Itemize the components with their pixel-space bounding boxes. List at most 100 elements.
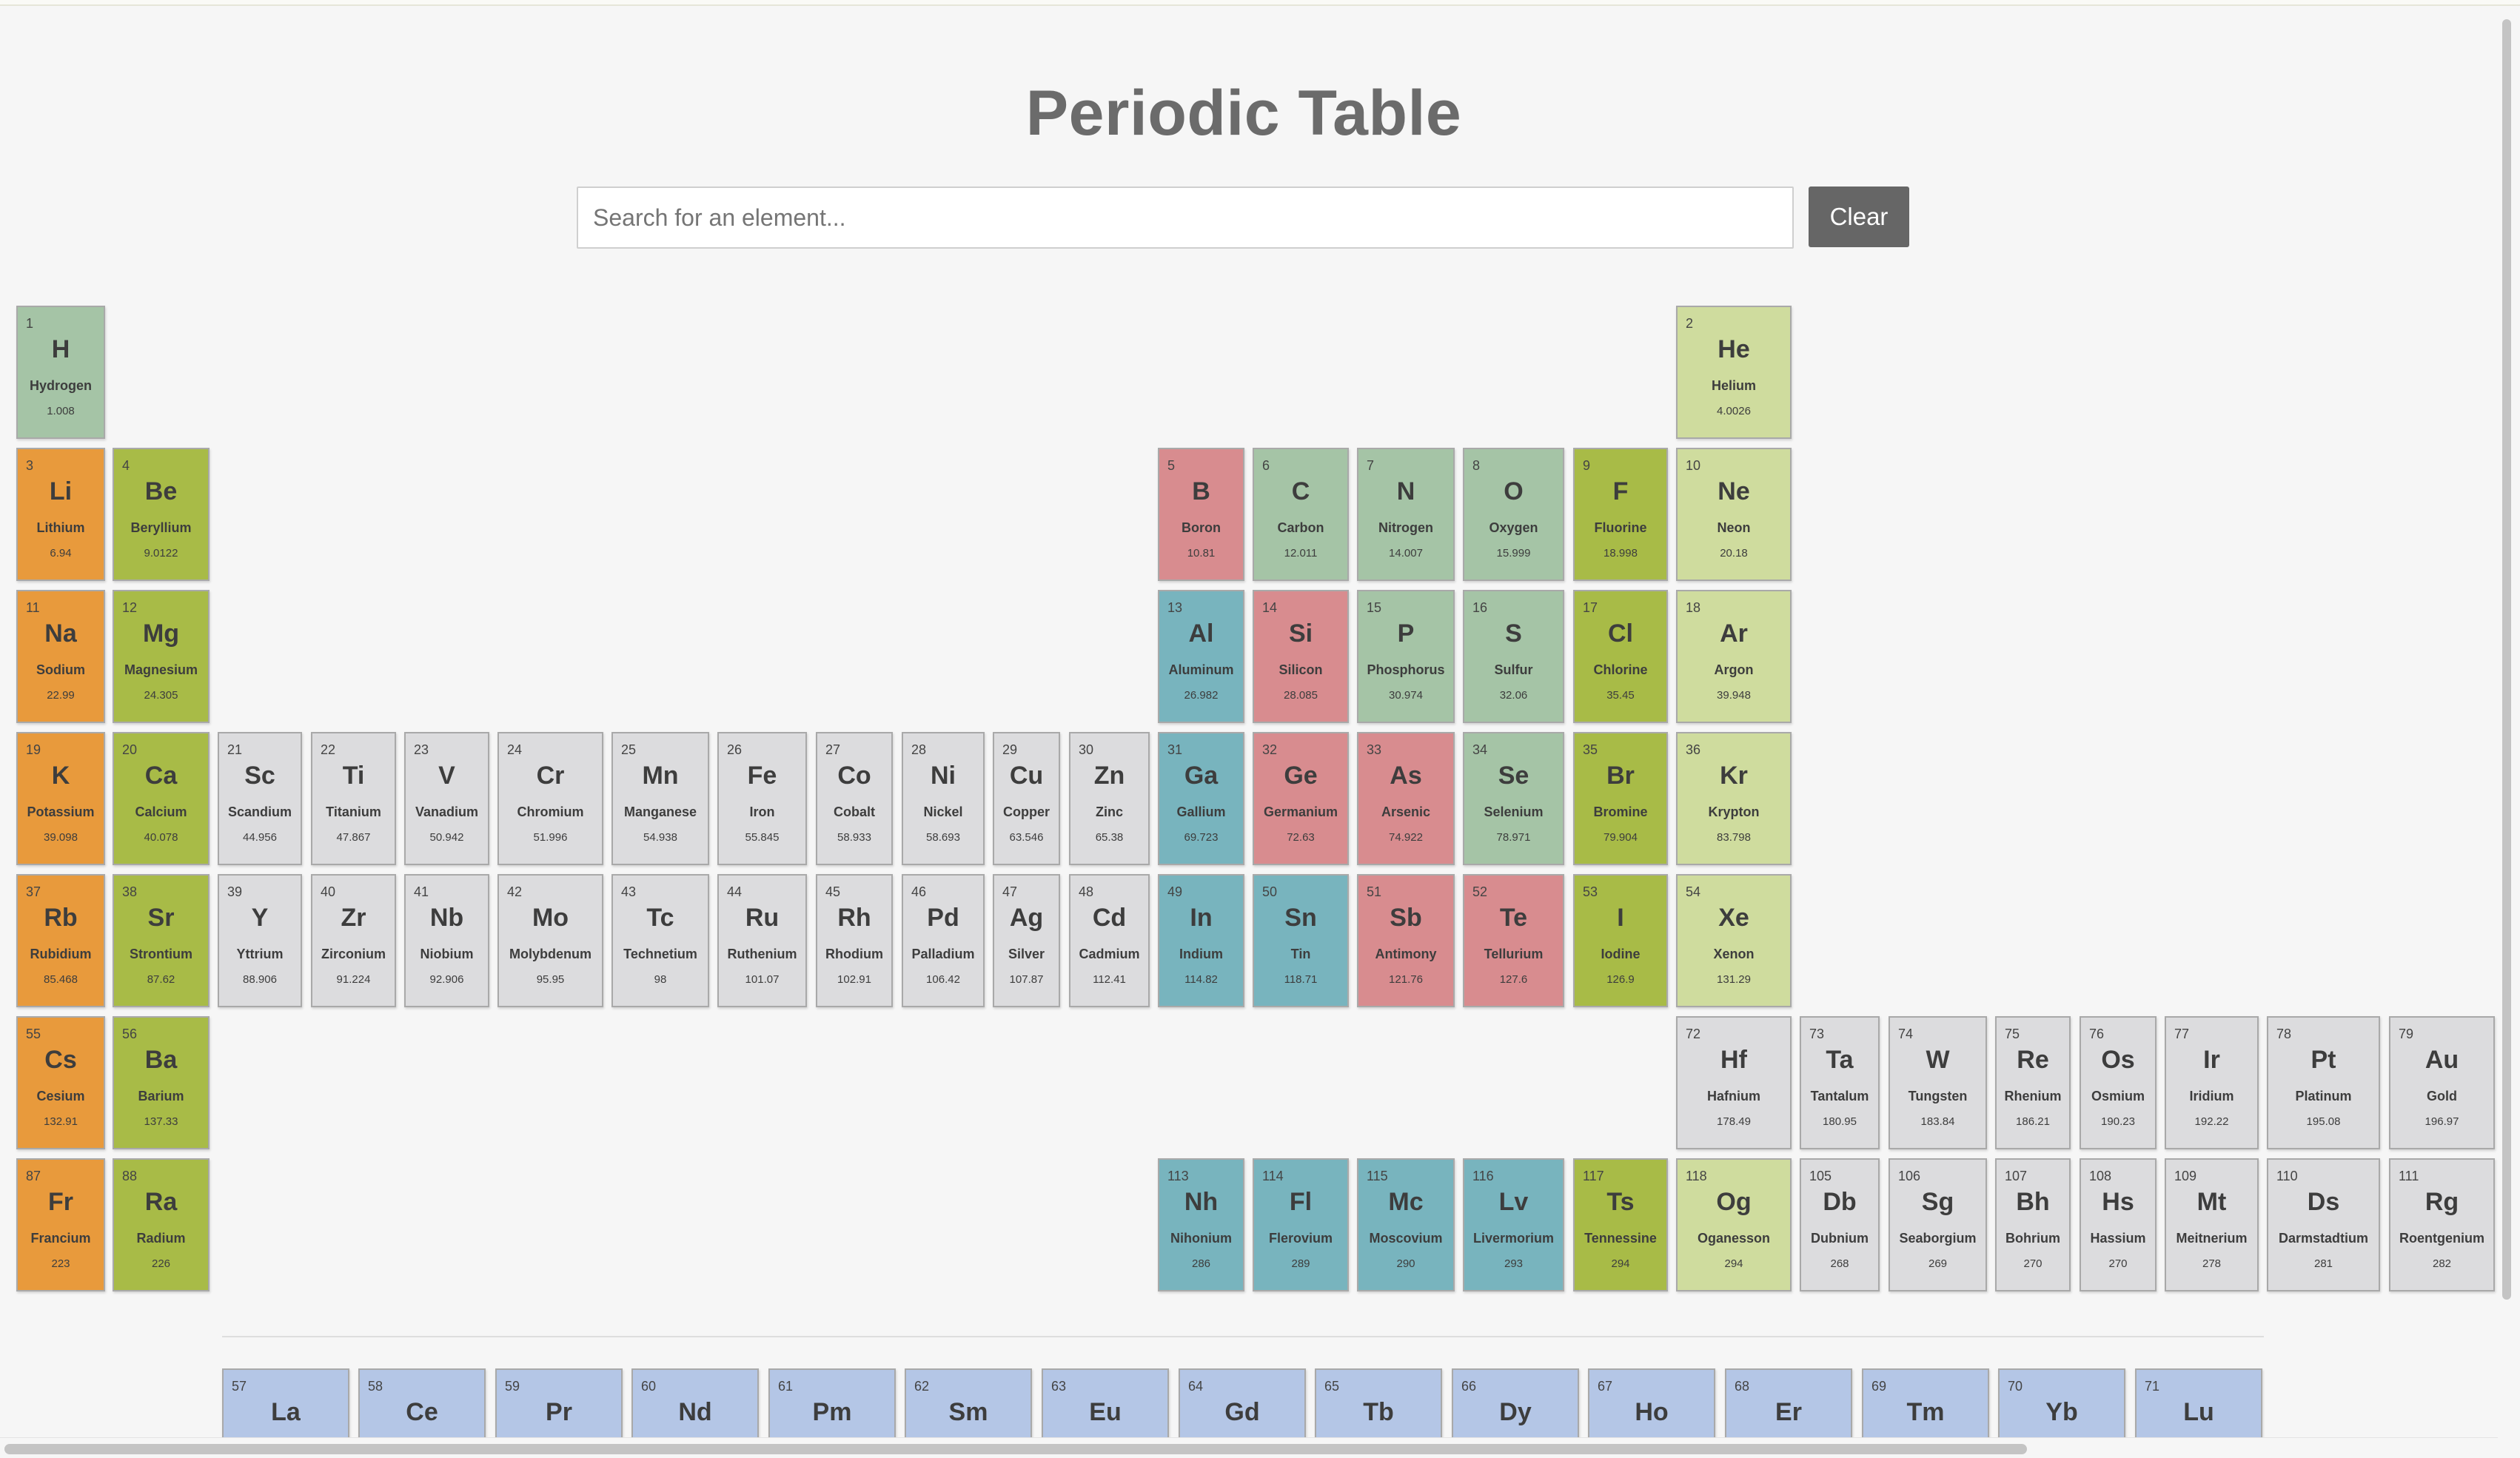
- element-tile-holmium[interactable]: 67HoHolmium: [1588, 1368, 1715, 1442]
- element-tile-argon[interactable]: 18 Ar Argon 39.948: [1676, 590, 1792, 723]
- element-tile-cesium[interactable]: 55 Cs Cesium 132.91: [16, 1016, 105, 1149]
- element-tile-nitrogen[interactable]: 7 N Nitrogen 14.007: [1357, 448, 1455, 581]
- horizontal-scrollbar-thumb[interactable]: [4, 1444, 2027, 1454]
- element-tile-flerovium[interactable]: 114 Fl Flerovium 289: [1253, 1158, 1349, 1291]
- vertical-scrollbar-thumb[interactable]: [2502, 19, 2511, 1300]
- element-tile-tennessine[interactable]: 117 Ts Tennessine 294: [1573, 1158, 1668, 1291]
- clear-button[interactable]: Clear: [1809, 187, 1909, 247]
- element-tile-aluminum[interactable]: 13 Al Aluminum 26.982: [1158, 590, 1244, 723]
- element-tile-strontium[interactable]: 38 Sr Strontium 87.62: [113, 874, 210, 1007]
- element-tile-yttrium[interactable]: 39 Y Yttrium 88.906: [218, 874, 302, 1007]
- element-tile-meitnerium[interactable]: 109 Mt Meitnerium 278: [2165, 1158, 2259, 1291]
- element-tile-promethium[interactable]: 61PmPromethium: [768, 1368, 896, 1442]
- element-tile-barium[interactable]: 56 Ba Barium 137.33: [113, 1016, 210, 1149]
- element-tile-ruthenium[interactable]: 44 Ru Ruthenium 101.07: [717, 874, 807, 1007]
- element-tile-roentgenium[interactable]: 111 Rg Roentgenium 282: [2389, 1158, 2495, 1291]
- element-tile-bohrium[interactable]: 107 Bh Bohrium 270: [1995, 1158, 2071, 1291]
- element-tile-gold[interactable]: 79 Au Gold 196.97: [2389, 1016, 2495, 1149]
- element-tile-chromium[interactable]: 24 Cr Chromium 51.996: [497, 732, 603, 865]
- element-tile-radium[interactable]: 88 Ra Radium 226: [113, 1158, 210, 1291]
- element-tile-osmium[interactable]: 76 Os Osmium 190.23: [2080, 1016, 2157, 1149]
- element-tile-carbon[interactable]: 6 C Carbon 12.011: [1253, 448, 1349, 581]
- element-tile-copper[interactable]: 29 Cu Copper 63.546: [993, 732, 1060, 865]
- element-tile-rhodium[interactable]: 45 Rh Rhodium 102.91: [816, 874, 893, 1007]
- element-tile-terbium[interactable]: 65TbTerbium: [1315, 1368, 1442, 1442]
- element-tile-samarium[interactable]: 62SmSamarium: [905, 1368, 1032, 1442]
- element-tile-silver[interactable]: 47 Ag Silver 107.87: [993, 874, 1060, 1007]
- element-tile-niobium[interactable]: 41 Nb Niobium 92.906: [404, 874, 489, 1007]
- element-tile-rhenium[interactable]: 75 Re Rhenium 186.21: [1995, 1016, 2071, 1149]
- element-tile-tantalum[interactable]: 73 Ta Tantalum 180.95: [1800, 1016, 1880, 1149]
- element-tile-hassium[interactable]: 108 Hs Hassium 270: [2080, 1158, 2157, 1291]
- element-tile-bromine[interactable]: 35 Br Bromine 79.904: [1573, 732, 1668, 865]
- element-tile-gadolinium[interactable]: 64GdGadolinium: [1179, 1368, 1306, 1442]
- element-tile-dysprosium[interactable]: 66DyDysprosium: [1452, 1368, 1579, 1442]
- element-tile-erbium[interactable]: 68ErErbium: [1725, 1368, 1852, 1442]
- vertical-scrollbar[interactable]: [2499, 7, 2516, 1439]
- element-tile-lutetium[interactable]: 71LuLutetium: [2135, 1368, 2262, 1442]
- element-tile-neon[interactable]: 10 Ne Neon 20.18: [1676, 448, 1792, 581]
- element-tile-boron[interactable]: 5 B Boron 10.81: [1158, 448, 1244, 581]
- element-tile-cadmium[interactable]: 48 Cd Cadmium 112.41: [1069, 874, 1150, 1007]
- horizontal-scrollbar[interactable]: [0, 1437, 2498, 1458]
- element-tile-calcium[interactable]: 20 Ca Calcium 40.078: [113, 732, 210, 865]
- element-tile-moscovium[interactable]: 115 Mc Moscovium 290: [1357, 1158, 1455, 1291]
- element-tile-manganese[interactable]: 25 Mn Manganese 54.938: [611, 732, 709, 865]
- element-tile-cobalt[interactable]: 27 Co Cobalt 58.933: [816, 732, 893, 865]
- element-tile-sodium[interactable]: 11 Na Sodium 22.99: [16, 590, 105, 723]
- element-tile-iridium[interactable]: 77 Ir Iridium 192.22: [2165, 1016, 2259, 1149]
- element-tile-nickel[interactable]: 28 Ni Nickel 58.693: [902, 732, 985, 865]
- element-tile-praseodymium[interactable]: 59PrPraseodymium: [495, 1368, 623, 1442]
- element-tile-tungsten[interactable]: 74 W Tungsten 183.84: [1889, 1016, 1987, 1149]
- element-tile-antimony[interactable]: 51 Sb Antimony 121.76: [1357, 874, 1455, 1007]
- element-tile-oganesson[interactable]: 118 Og Oganesson 294: [1676, 1158, 1792, 1291]
- element-tile-darmstadtium[interactable]: 110 Ds Darmstadtium 281: [2267, 1158, 2380, 1291]
- element-tile-neodymium[interactable]: 60NdNeodymium: [631, 1368, 759, 1442]
- element-tile-potassium[interactable]: 19 K Potassium 39.098: [16, 732, 105, 865]
- element-tile-iron[interactable]: 26 Fe Iron 55.845: [717, 732, 807, 865]
- element-tile-technetium[interactable]: 43 Tc Technetium 98: [611, 874, 709, 1007]
- element-tile-indium[interactable]: 49 In Indium 114.82: [1158, 874, 1244, 1007]
- element-tile-helium[interactable]: 2 He Helium 4.0026: [1676, 306, 1792, 439]
- element-tile-molybdenum[interactable]: 42 Mo Molybdenum 95.95: [497, 874, 603, 1007]
- element-tile-sulfur[interactable]: 16 S Sulfur 32.06: [1463, 590, 1564, 723]
- element-tile-magnesium[interactable]: 12 Mg Magnesium 24.305: [113, 590, 210, 723]
- element-tile-thulium[interactable]: 69TmThulium: [1862, 1368, 1989, 1442]
- element-tile-livermorium[interactable]: 116 Lv Livermorium 293: [1463, 1158, 1564, 1291]
- element-tile-silicon[interactable]: 14 Si Silicon 28.085: [1253, 590, 1349, 723]
- element-tile-platinum[interactable]: 78 Pt Platinum 195.08: [2267, 1016, 2380, 1149]
- element-tile-palladium[interactable]: 46 Pd Palladium 106.42: [902, 874, 985, 1007]
- element-tile-tellurium[interactable]: 52 Te Tellurium 127.6: [1463, 874, 1564, 1007]
- element-tile-tin[interactable]: 50 Sn Tin 118.71: [1253, 874, 1349, 1007]
- element-tile-fluorine[interactable]: 9 F Fluorine 18.998: [1573, 448, 1668, 581]
- element-tile-gallium[interactable]: 31 Ga Gallium 69.723: [1158, 732, 1244, 865]
- element-tile-xenon[interactable]: 54 Xe Xenon 131.29: [1676, 874, 1792, 1007]
- element-tile-nihonium[interactable]: 113 Nh Nihonium 286: [1158, 1158, 1244, 1291]
- element-tile-ytterbium[interactable]: 70YbYtterbium: [1998, 1368, 2125, 1442]
- element-tile-zinc[interactable]: 30 Zn Zinc 65.38: [1069, 732, 1150, 865]
- element-tile-phosphorus[interactable]: 15 P Phosphorus 30.974: [1357, 590, 1455, 723]
- search-input[interactable]: [577, 187, 1794, 249]
- element-tile-lithium[interactable]: 3 Li Lithium 6.94: [16, 448, 105, 581]
- element-tile-dubnium[interactable]: 105 Db Dubnium 268: [1800, 1158, 1880, 1291]
- element-tile-zirconium[interactable]: 40 Zr Zirconium 91.224: [311, 874, 396, 1007]
- element-tile-titanium[interactable]: 22 Ti Titanium 47.867: [311, 732, 396, 865]
- element-tile-vanadium[interactable]: 23 V Vanadium 50.942: [404, 732, 489, 865]
- element-tile-iodine[interactable]: 53 I Iodine 126.9: [1573, 874, 1668, 1007]
- element-tile-beryllium[interactable]: 4 Be Beryllium 9.0122: [113, 448, 210, 581]
- element-tile-germanium[interactable]: 32 Ge Germanium 72.63: [1253, 732, 1349, 865]
- element-tile-scandium[interactable]: 21 Sc Scandium 44.956: [218, 732, 302, 865]
- element-tile-hafnium[interactable]: 72 Hf Hafnium 178.49: [1676, 1016, 1792, 1149]
- element-tile-cerium[interactable]: 58CeCerium: [358, 1368, 486, 1442]
- element-tile-seaborgium[interactable]: 106 Sg Seaborgium 269: [1889, 1158, 1987, 1291]
- element-tile-selenium[interactable]: 34 Se Selenium 78.971: [1463, 732, 1564, 865]
- element-tile-lanthanum[interactable]: 57LaLanthanum: [222, 1368, 349, 1442]
- element-tile-krypton[interactable]: 36 Kr Krypton 83.798: [1676, 732, 1792, 865]
- element-tile-chlorine[interactable]: 17 Cl Chlorine 35.45: [1573, 590, 1668, 723]
- element-tile-rubidium[interactable]: 37 Rb Rubidium 85.468: [16, 874, 105, 1007]
- element-tile-hydrogen[interactable]: 1 H Hydrogen 1.008: [16, 306, 105, 439]
- element-tile-francium[interactable]: 87 Fr Francium 223: [16, 1158, 105, 1291]
- element-tile-arsenic[interactable]: 33 As Arsenic 74.922: [1357, 732, 1455, 865]
- element-tile-europium[interactable]: 63EuEuropium: [1042, 1368, 1169, 1442]
- element-tile-oxygen[interactable]: 8 O Oxygen 15.999: [1463, 448, 1564, 581]
